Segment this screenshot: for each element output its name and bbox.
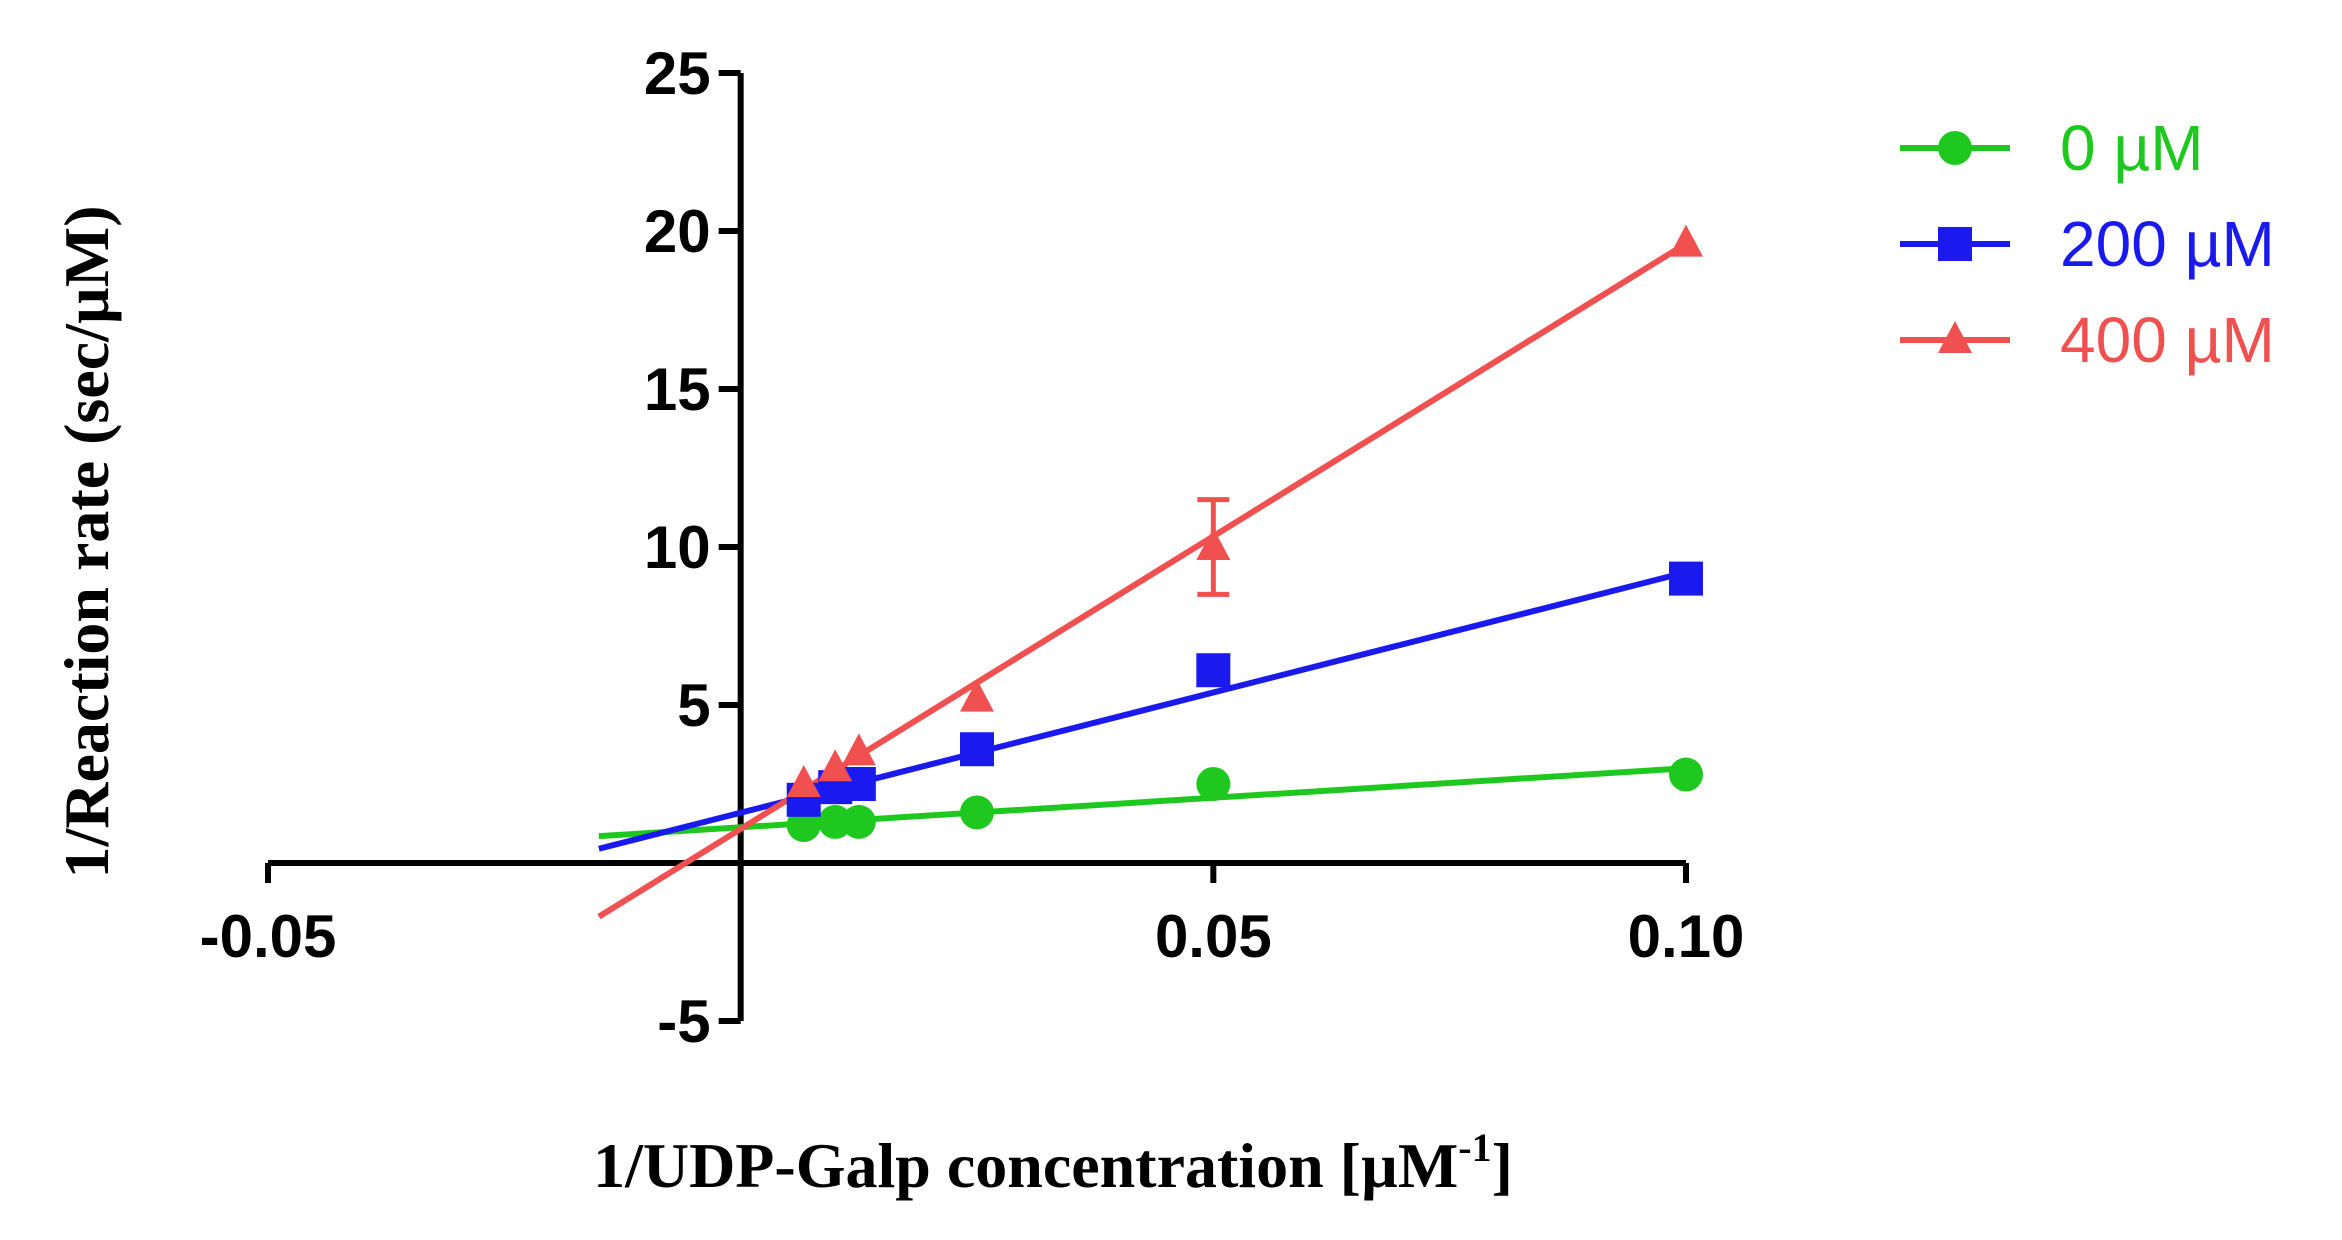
data-point xyxy=(960,732,994,767)
data-point xyxy=(841,733,876,766)
y-axis-title: 1/Reaction rate (sec/µM) xyxy=(51,205,122,878)
x-tick-label: 0.05 xyxy=(1155,903,1272,970)
y-tick-label: 20 xyxy=(644,198,711,265)
fit-line xyxy=(598,765,1687,840)
legend-marker xyxy=(1938,131,1972,165)
fit-line xyxy=(598,569,1687,852)
data-point xyxy=(818,749,853,782)
y-tick-label: 25 xyxy=(644,40,711,107)
data-point xyxy=(960,679,994,712)
data-point xyxy=(960,795,994,830)
data-point xyxy=(1196,653,1231,688)
data-point xyxy=(1669,757,1703,792)
x-axis-title-superscript: -1 xyxy=(1458,1125,1491,1170)
data-point xyxy=(841,804,876,839)
x-axis-title-main: 1/UDP-Galp concentration [µM xyxy=(593,1130,1458,1201)
axes xyxy=(268,73,1686,1021)
y-tick-label: 5 xyxy=(677,672,710,739)
data-point xyxy=(1196,528,1231,560)
y-tick-label: 15 xyxy=(644,356,711,423)
y-tick-label: 10 xyxy=(644,514,711,581)
data-points xyxy=(786,224,1703,843)
legend-label: 200 µM xyxy=(2060,208,2275,280)
legend-label: 400 µM xyxy=(2060,304,2275,376)
legend-label: 0 µM xyxy=(2060,112,2204,184)
legend-marker xyxy=(1938,321,1972,353)
data-point xyxy=(1196,767,1231,801)
legend-marker xyxy=(1938,227,1972,261)
data-point xyxy=(786,765,821,797)
y-tick-label: -5 xyxy=(657,988,710,1055)
data-point xyxy=(1669,224,1703,257)
x-tick-label: 0.10 xyxy=(1628,903,1745,970)
x-axis-title: 1/UDP-Galp concentration [µM-1] xyxy=(593,1125,1513,1201)
fit-lines xyxy=(597,241,1688,920)
fit-line xyxy=(597,241,1688,920)
x-tick-label: -0.05 xyxy=(200,903,337,970)
legend: 0 µM 200 µM 400 µM xyxy=(1900,112,2275,376)
data-point xyxy=(818,804,853,839)
y-ticks: -5 5 10 15 20 25 xyxy=(644,40,741,1055)
x-axis-title-close: ] xyxy=(1492,1130,1513,1201)
x-ticks: -0.05 0.05 0.10 xyxy=(200,863,1745,970)
data-point xyxy=(1669,561,1703,596)
